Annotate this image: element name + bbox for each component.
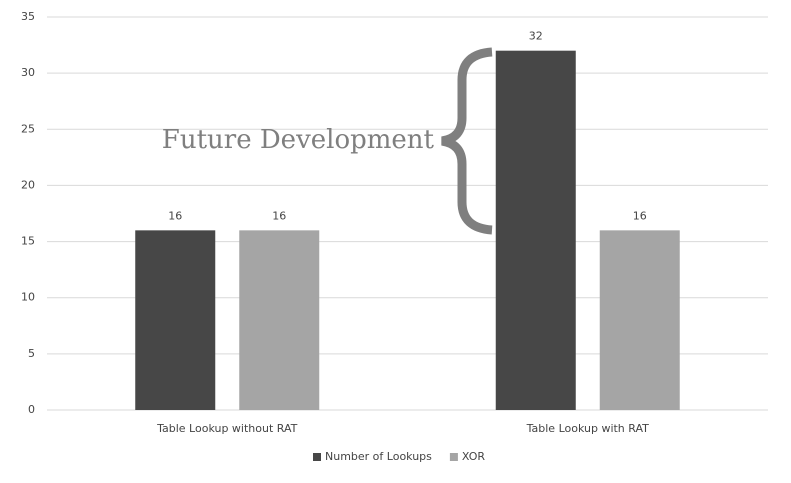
annotation-brace	[441, 47, 493, 235]
data-label: 32	[529, 30, 543, 43]
y-tick-label: 20	[21, 178, 35, 191]
data-label: 16	[272, 209, 286, 222]
bar	[495, 50, 576, 410]
bar	[135, 230, 216, 410]
data-label: 16	[168, 209, 182, 222]
y-tick-label: 5	[28, 347, 35, 360]
y-tick-label: 15	[21, 235, 35, 248]
data-label: 16	[633, 209, 647, 222]
bar	[599, 230, 680, 410]
bar	[239, 230, 320, 410]
y-tick-label: 0	[28, 403, 35, 416]
legend-swatch	[449, 453, 458, 461]
y-tick-label: 30	[21, 66, 35, 79]
x-tick-label: Table Lookup with RAT	[526, 422, 650, 435]
y-tick-label: 10	[21, 291, 35, 304]
annotation: Future Development	[162, 125, 435, 155]
legend-label: XOR	[462, 450, 485, 463]
legend-swatch	[313, 453, 321, 461]
y-tick-label: 25	[21, 122, 35, 135]
legend-label: Number of Lookups	[325, 450, 432, 463]
x-tick-label: Table Lookup without RAT	[156, 422, 298, 435]
y-tick-label: 35	[21, 10, 35, 23]
